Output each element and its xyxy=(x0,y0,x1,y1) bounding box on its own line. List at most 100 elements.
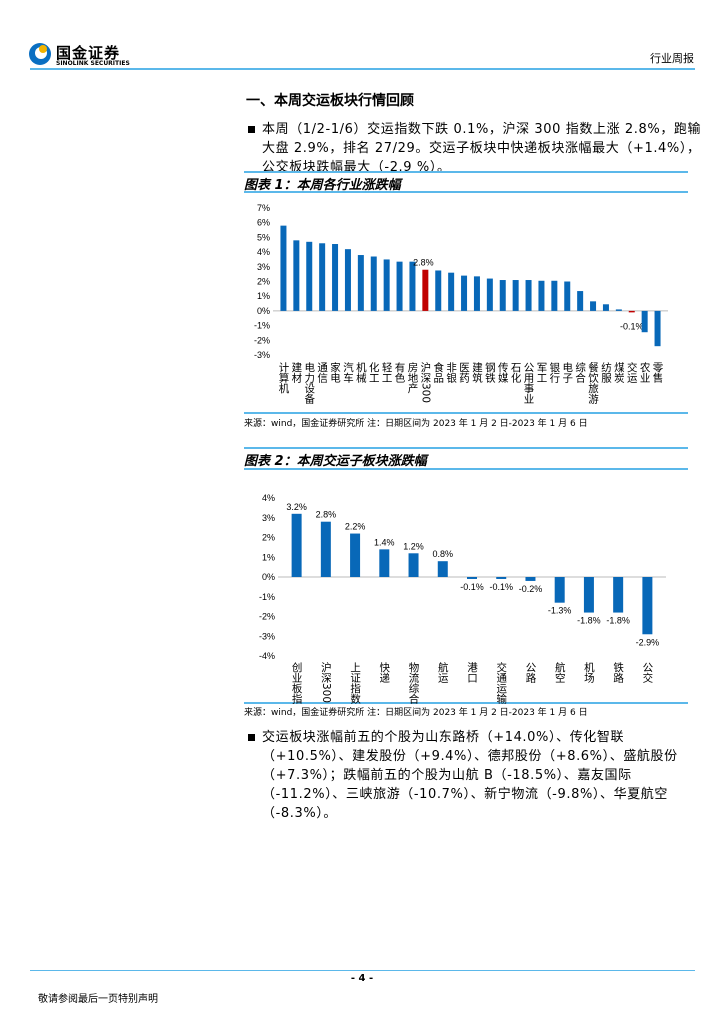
y-tick-label: 1% xyxy=(257,291,270,301)
x-tick-label: 机械 xyxy=(354,362,367,383)
chart1-source: 来源：wind，国金证券研究所 注：日期区间为 2023 年 1 月 2 日-2… xyxy=(244,419,588,429)
bullet xyxy=(248,734,255,741)
bar xyxy=(379,549,390,577)
bar xyxy=(602,304,609,311)
chart1-top-rule xyxy=(244,171,688,173)
logo-en: SINOLINK SECURITIES xyxy=(56,60,130,67)
bar xyxy=(437,561,448,577)
x-tick-label: 沪深300 xyxy=(319,662,332,704)
data-label: -2.9% xyxy=(636,637,660,647)
bar xyxy=(461,275,468,311)
data-label: -0.1% xyxy=(489,582,513,592)
bar xyxy=(538,280,545,311)
x-tick-label: 综合 xyxy=(574,362,587,383)
chart2-top-rule xyxy=(244,447,688,449)
bar xyxy=(499,280,506,311)
disclaimer: 敬请参阅最后一页特别声明 xyxy=(38,994,158,1005)
x-tick-label: 汽车 xyxy=(341,362,354,383)
bar xyxy=(396,261,403,311)
chart1-title-rule xyxy=(244,191,688,193)
bar xyxy=(590,301,597,311)
data-label: 0.8% xyxy=(433,549,454,559)
x-tick-label: 交通运输 xyxy=(495,662,508,704)
y-tick-label: -4% xyxy=(259,651,275,661)
y-tick-label: 4% xyxy=(262,493,275,503)
y-tick-label: -3% xyxy=(259,631,275,641)
bar xyxy=(496,577,507,579)
bar xyxy=(583,577,594,613)
bar xyxy=(577,291,584,311)
logo xyxy=(28,42,52,70)
x-tick-label: 煤炭 xyxy=(612,362,625,383)
chart2-title: 图表 2：本周交运子板块涨跌幅 xyxy=(244,454,427,469)
x-tick-label: 机场 xyxy=(582,662,595,683)
report-type: 行业周报 xyxy=(650,52,694,65)
data-label: -1.8% xyxy=(606,616,630,626)
x-tick-label: 钢铁 xyxy=(483,362,496,383)
x-tick-label: 食品 xyxy=(432,362,445,383)
x-tick-label: 电力设备 xyxy=(303,362,316,404)
chart2-bottom-rule xyxy=(244,702,688,704)
chart2-source: 来源：wind，国金证券研究所 注：日期区间为 2023 年 1 月 2 日-2… xyxy=(244,708,588,718)
x-tick-label: 航运 xyxy=(436,662,449,683)
y-tick-label: 4% xyxy=(257,247,270,257)
x-tick-label: 军工 xyxy=(535,362,548,383)
bar xyxy=(467,577,477,579)
bar xyxy=(332,244,339,311)
bar xyxy=(344,249,351,311)
y-tick-label: 7% xyxy=(257,203,270,213)
y-tick-label: 0% xyxy=(262,572,275,582)
bar xyxy=(320,521,331,577)
y-tick-label: 3% xyxy=(262,513,275,523)
x-tick-label: 计算机 xyxy=(277,362,290,394)
bar xyxy=(473,276,480,311)
bar xyxy=(554,577,565,603)
bar xyxy=(564,281,571,311)
x-tick-label: 建筑 xyxy=(470,362,483,383)
bar xyxy=(613,577,624,613)
x-tick-label: 创业板指 xyxy=(290,662,303,704)
x-tick-label: 农业 xyxy=(638,362,651,383)
bar xyxy=(551,280,558,311)
footer-divider xyxy=(30,970,695,971)
data-label: -0.2% xyxy=(519,584,543,594)
y-tick-label: 6% xyxy=(257,218,270,228)
x-tick-label: 公用事业 xyxy=(522,362,535,404)
x-tick-label: 非银 xyxy=(445,362,458,383)
bar xyxy=(512,280,519,311)
y-tick-label: 2% xyxy=(262,533,275,543)
x-tick-label: 上证指数 xyxy=(349,662,362,704)
data-label: -1.3% xyxy=(548,606,572,616)
bar xyxy=(654,310,661,347)
data-label: 2.8% xyxy=(413,258,434,268)
bar xyxy=(306,241,313,311)
x-tick-label: 家电 xyxy=(329,362,342,383)
x-tick-label: 公路 xyxy=(524,662,537,683)
x-tick-label: 零售 xyxy=(651,362,664,383)
chart1-bottom-rule xyxy=(244,412,688,414)
data-label: 1.2% xyxy=(403,541,424,551)
y-tick-label: -2% xyxy=(254,335,270,345)
x-tick-label: 航空 xyxy=(553,662,566,683)
x-tick-label: 传媒 xyxy=(496,362,509,383)
x-tick-label: 电子 xyxy=(561,362,574,383)
data-label: 2.8% xyxy=(316,510,337,520)
y-tick-label: 2% xyxy=(257,277,270,287)
bar xyxy=(486,278,493,311)
y-tick-label: 3% xyxy=(257,262,270,272)
x-tick-label: 餐饮旅游 xyxy=(587,362,600,404)
x-tick-label: 医药 xyxy=(458,362,471,383)
x-tick-label: 快递 xyxy=(378,662,391,683)
bar xyxy=(628,310,635,313)
logo-cn: 国金证券 xyxy=(56,44,121,62)
bar xyxy=(291,513,302,577)
x-tick-label: 通信 xyxy=(316,362,329,383)
page-number: - 4 - xyxy=(350,973,374,984)
data-label: 1.4% xyxy=(374,537,395,547)
bar xyxy=(408,553,419,577)
data-label: -1.8% xyxy=(577,616,601,626)
bar xyxy=(293,240,300,311)
y-tick-label: 5% xyxy=(257,232,270,242)
bar xyxy=(435,270,442,311)
